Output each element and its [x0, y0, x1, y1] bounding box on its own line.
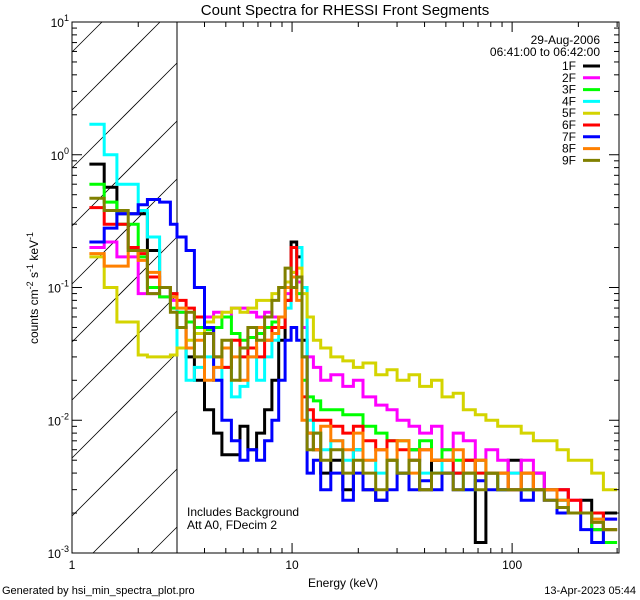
legend-label-3F: 3F [562, 83, 576, 97]
chart-title: Count Spectra for RHESSI Front Segments [201, 2, 489, 19]
y-tick-label: 101 [51, 13, 69, 30]
hatch-line [71, 62, 178, 169]
legend-label-9F: 9F [562, 153, 576, 167]
legend-label-6F: 6F [562, 118, 576, 132]
hatch-line [71, 410, 178, 517]
footer-timestamp: 13-Apr-2023 05:44 [544, 585, 636, 597]
hatch-line [92, 468, 178, 554]
legend-label-4F: 4F [562, 94, 576, 108]
series-line-9F [89, 196, 618, 532]
y-tick-label: 10-3 [48, 544, 69, 561]
hatch-line [71, 294, 178, 401]
footer-generated-by: Generated by hsi_min_spectra_plot.pro [2, 585, 195, 597]
hatch-line [71, 21, 103, 53]
legend-label-8F: 8F [562, 142, 576, 156]
y-tick-label: 100 [51, 146, 69, 163]
hatch-line [71, 352, 178, 459]
y-tick-label: 10-1 [48, 279, 69, 296]
legend-time-range: 06:41:00 to 06:42:00 [490, 45, 600, 59]
legend-label-2F: 2F [562, 71, 576, 85]
legend-label-1F: 1F [562, 59, 576, 73]
hatch-line [71, 236, 178, 343]
x-axis-label: Energy (keV) [308, 576, 378, 590]
hatched-region [71, 21, 178, 554]
y-tick-label: 10-2 [48, 411, 69, 428]
hatch-line [150, 526, 178, 554]
hatch-line [71, 178, 178, 285]
x-tick-label: 1 [69, 558, 76, 572]
legend-label-5F: 5F [562, 106, 576, 120]
legend-date: 29-Aug-2006 [531, 33, 601, 47]
hatch-line [71, 21, 161, 111]
series-line-5F [89, 255, 618, 492]
annotation-attenuator: Att A0, FDecim 2 [187, 518, 277, 532]
y-axis-label: counts cm-2 s-1 keV-1 [25, 232, 41, 344]
annotation-background: Includes Background [187, 505, 299, 519]
x-tick-label: 100 [502, 558, 522, 572]
x-tick-label: 10 [285, 558, 299, 572]
legend-label-7F: 7F [562, 130, 576, 144]
